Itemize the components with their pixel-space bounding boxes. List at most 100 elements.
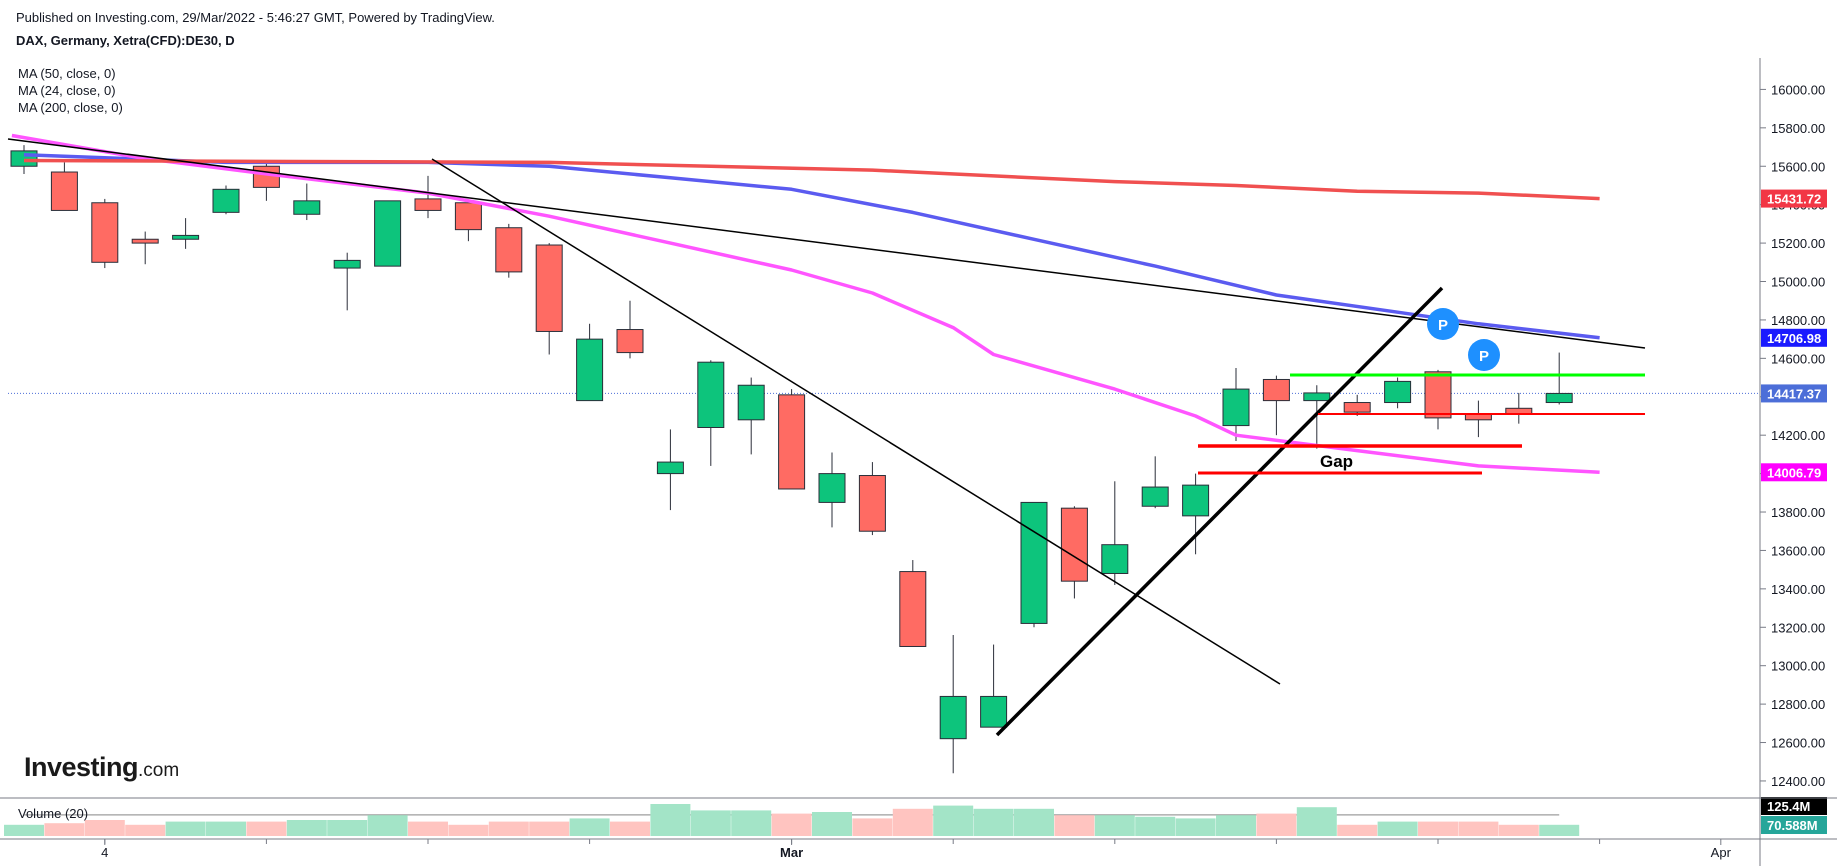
- candle[interactable]: [576, 323, 604, 402]
- candle[interactable]: [656, 429, 684, 511]
- volume-bar: [1054, 815, 1095, 836]
- candle-body: [1222, 388, 1250, 427]
- candle[interactable]: [131, 231, 159, 265]
- x-tick-label: Mar: [780, 845, 803, 860]
- candle-body: [293, 200, 321, 215]
- volume-bar: [569, 818, 610, 836]
- x-tick-label: Apr: [1711, 845, 1732, 860]
- candle[interactable]: [252, 162, 280, 201]
- volume-bar: [650, 804, 691, 836]
- candle-body: [252, 165, 280, 188]
- volume-bar: [1175, 818, 1216, 836]
- ma-line-1[interactable]: [11, 133, 1600, 475]
- y-tick-label: 13600.00: [1771, 543, 1825, 558]
- pivot-marker[interactable]: P: [1427, 308, 1459, 340]
- candle[interactable]: [1222, 367, 1250, 441]
- trendline-rising[interactable]: [995, 286, 1444, 737]
- trendline-upper-long[interactable]: [7, 138, 1646, 349]
- y-tick-label: 12600.00: [1771, 736, 1825, 751]
- volume-label: 125.4M: [1761, 797, 1827, 815]
- legend-volume[interactable]: Volume (20): [18, 806, 89, 821]
- pivot-label: P: [1479, 348, 1489, 365]
- y-tick-label: 12400.00: [1771, 774, 1825, 789]
- candle[interactable]: [172, 218, 200, 249]
- volume-bar: [852, 818, 893, 836]
- candle[interactable]: [212, 185, 240, 215]
- volume-bar: [165, 821, 206, 836]
- candle-body: [50, 171, 78, 211]
- candle[interactable]: [616, 300, 644, 359]
- candle-body: [1343, 402, 1371, 413]
- y-tick-label: 15000.00: [1771, 275, 1825, 290]
- volume-bar: [4, 824, 44, 836]
- pivot-marker[interactable]: P: [1468, 339, 1500, 371]
- volume-bar: [1216, 815, 1256, 836]
- volume-bar: [1296, 807, 1337, 836]
- candle[interactable]: [454, 200, 482, 242]
- y-tick-label: 15600.00: [1771, 159, 1825, 174]
- price-label: 14417.37: [1761, 384, 1827, 403]
- svg-text:70.588M: 70.588M: [1767, 818, 1818, 833]
- candle[interactable]: [818, 452, 846, 528]
- legend-ma-50[interactable]: MA (50, close, 0): [18, 66, 116, 81]
- candle-body: [576, 338, 604, 402]
- candle-body: [778, 394, 806, 490]
- candle-body: [1020, 501, 1048, 624]
- candle[interactable]: [1101, 481, 1129, 586]
- svg-text:14006.79: 14006.79: [1767, 465, 1821, 480]
- candle[interactable]: [333, 252, 361, 311]
- candle-body: [656, 461, 684, 475]
- legend-ma-200[interactable]: MA (200, close, 0): [18, 100, 123, 115]
- candle[interactable]: [737, 377, 765, 455]
- candle[interactable]: [1020, 501, 1048, 628]
- volume-bar: [1539, 824, 1580, 836]
- volume-bar: [1498, 824, 1539, 836]
- ma-line-2[interactable]: [23, 158, 1600, 201]
- candle[interactable]: [1262, 375, 1290, 436]
- gap-label: Gap: [1320, 452, 1353, 471]
- candle[interactable]: [1384, 377, 1412, 409]
- candle-body: [131, 238, 159, 244]
- candle-body: [1060, 507, 1088, 582]
- y-tick-label: 14600.00: [1771, 351, 1825, 366]
- candle[interactable]: [778, 389, 806, 490]
- candle[interactable]: [495, 223, 523, 278]
- volume-bar: [973, 808, 1014, 836]
- candle[interactable]: [899, 560, 927, 647]
- candle[interactable]: [939, 634, 967, 774]
- candle[interactable]: [1060, 506, 1088, 599]
- candle[interactable]: [1182, 473, 1210, 555]
- candle[interactable]: [1505, 392, 1533, 424]
- candle[interactable]: [1141, 456, 1169, 509]
- svg-text:14706.98: 14706.98: [1767, 331, 1821, 346]
- legend-ma-24[interactable]: MA (24, close, 0): [18, 83, 116, 98]
- trendline-descending[interactable]: [431, 158, 1281, 685]
- volume-bar: [1418, 821, 1458, 836]
- candle-body: [899, 571, 927, 647]
- candle[interactable]: [1424, 369, 1452, 430]
- volume-bar: [1458, 821, 1499, 836]
- candle[interactable]: [980, 644, 1008, 728]
- candle[interactable]: [414, 175, 442, 219]
- volume-label: 70.588M: [1761, 816, 1827, 834]
- volume-bar: [44, 823, 85, 836]
- candle[interactable]: [50, 162, 78, 211]
- candle-body: [212, 188, 240, 213]
- candle[interactable]: [858, 462, 886, 536]
- candle[interactable]: [1545, 352, 1573, 405]
- volume-bar: [771, 813, 812, 836]
- candle-body: [1141, 486, 1169, 507]
- candle[interactable]: [535, 243, 563, 355]
- candle[interactable]: [293, 183, 321, 221]
- candle[interactable]: [374, 200, 402, 267]
- candle[interactable]: [1343, 394, 1371, 416]
- y-tick-label: 13000.00: [1771, 659, 1825, 674]
- volume-bar: [610, 821, 650, 836]
- candle[interactable]: [1464, 400, 1492, 438]
- candle[interactable]: [91, 198, 119, 269]
- candle[interactable]: [697, 360, 725, 466]
- candle-body: [333, 259, 361, 269]
- volume-bar: [84, 820, 125, 836]
- candle[interactable]: [1303, 385, 1331, 449]
